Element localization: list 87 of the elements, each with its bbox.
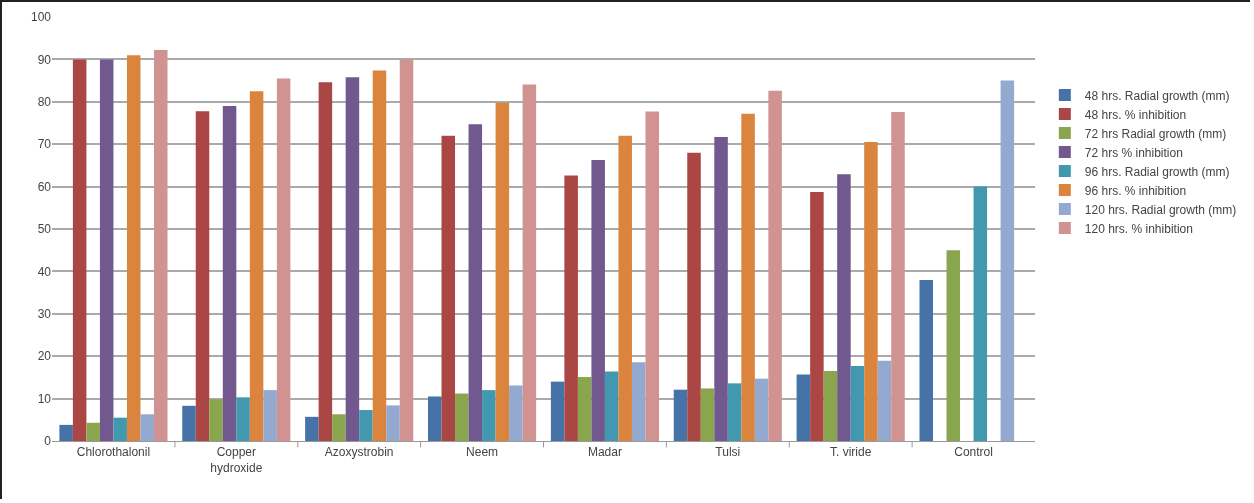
y-tick-label: 90: [37, 52, 52, 67]
bar: [754, 378, 769, 441]
bar: [810, 192, 824, 441]
x-tick-label: Madar: [587, 445, 622, 460]
bar: [236, 397, 250, 441]
bar: [864, 142, 878, 441]
bar: [99, 59, 114, 441]
x-tick-label: Chlorothalonil: [76, 445, 151, 460]
bar: [249, 91, 264, 441]
bar: [468, 124, 483, 441]
y-tick-label: 10: [37, 391, 52, 406]
bar: [113, 417, 127, 441]
bar: [919, 279, 934, 441]
bar: [263, 390, 277, 441]
bar: [591, 159, 605, 441]
legend-label: 72 hrs % inhibition: [1084, 145, 1183, 160]
x-tick-label: Tulsi: [715, 445, 741, 460]
bar: [796, 374, 811, 441]
bar: [564, 175, 578, 441]
y-tick-label: 100: [30, 10, 52, 25]
legend-label: 72 hrs Radial growth (mm): [1084, 126, 1227, 141]
bar: [441, 135, 456, 441]
x-tick-label: T. viride: [830, 445, 872, 460]
bar: [727, 383, 742, 441]
y-tick-label: 0: [44, 434, 52, 449]
bar: [305, 416, 319, 441]
legend-label: 120 hrs. Radial growth (mm): [1084, 202, 1237, 217]
x-tick-label: Control: [954, 445, 993, 460]
legend-label: 96 hrs. Radial growth (mm): [1084, 164, 1230, 179]
legend-label: 48 hrs. % inhibition: [1084, 107, 1187, 122]
bar: [386, 405, 400, 441]
bar: [837, 174, 851, 441]
bar: [700, 388, 715, 441]
bar: [345, 77, 360, 441]
bar: [645, 111, 659, 441]
bar: [318, 82, 333, 441]
bar: [877, 360, 892, 441]
bar: [359, 410, 373, 441]
bar: [741, 113, 755, 441]
legend-label: 120 hrs. % inhibition: [1084, 221, 1193, 236]
bar: [209, 399, 223, 441]
bar: [182, 405, 196, 441]
bar: [823, 371, 838, 441]
y-tick-label: 40: [37, 264, 52, 279]
bar: [687, 152, 701, 441]
bar: [714, 136, 728, 441]
y-tick-label: 30: [37, 307, 52, 321]
y-tick-label: 80: [37, 95, 52, 109]
bar: [577, 376, 592, 441]
y-tick-label: 60: [37, 179, 52, 194]
bar: [618, 135, 632, 441]
x-tick-label: Copper hydroxide: [210, 445, 263, 475]
bar: [455, 393, 469, 441]
bar: [140, 414, 154, 441]
bar: [332, 414, 346, 441]
y-tick-label: 70: [37, 137, 52, 152]
bar: [428, 396, 442, 441]
bar: [153, 50, 168, 441]
bar: [973, 186, 988, 441]
bar: [195, 111, 210, 441]
bar: [276, 78, 291, 441]
bar: [59, 424, 73, 441]
bar: [768, 90, 782, 441]
bar: [495, 102, 510, 441]
bar: [372, 70, 387, 441]
bar: [86, 422, 100, 441]
bar: [891, 111, 905, 441]
x-tick-label: Azoxystrobin: [324, 445, 394, 460]
bar: [604, 371, 619, 441]
y-tick-label: 20: [37, 349, 52, 364]
bar: [673, 389, 688, 441]
bar: [850, 365, 865, 441]
bar: [399, 59, 414, 441]
bar: [631, 362, 646, 441]
bar: [550, 381, 565, 441]
x-tick-label: Neem: [466, 445, 499, 460]
bar: [72, 59, 87, 441]
bar: [126, 55, 141, 441]
y-tick-label: 50: [37, 222, 52, 237]
bar: [509, 385, 523, 441]
bar: [946, 250, 961, 441]
bar: [482, 390, 496, 441]
bar: [1000, 80, 1015, 441]
legend-label: 48 hrs. Radial growth (mm): [1084, 88, 1230, 103]
bar: [522, 84, 537, 441]
legend-label: 96 hrs. % inhibition: [1084, 183, 1187, 198]
bar: [222, 106, 237, 441]
